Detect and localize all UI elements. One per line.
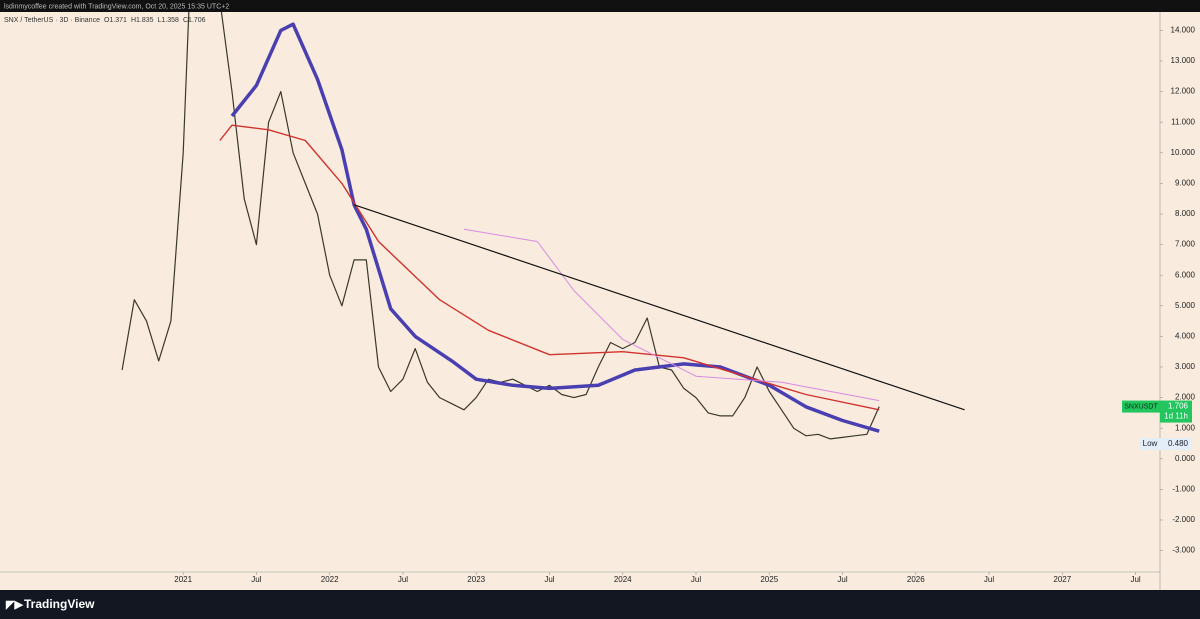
y-tick-label: 0.000 bbox=[1175, 454, 1196, 463]
credit: lsdinmycoffee created with TradingView.c… bbox=[4, 3, 229, 10]
y-tick-label: 13.000 bbox=[1171, 56, 1196, 65]
symbol-badge bbox=[1122, 400, 1160, 413]
x-tick-label: Jul bbox=[251, 575, 261, 584]
low-label: Low bbox=[1143, 439, 1158, 448]
x-tick-label: Jul bbox=[691, 575, 701, 584]
low-badge bbox=[1140, 438, 1160, 451]
x-tick-label: 2024 bbox=[614, 575, 632, 584]
footer bbox=[0, 590, 1200, 619]
y-tick-label: 11.000 bbox=[1171, 117, 1195, 126]
y-tick-label: 12.000 bbox=[1171, 87, 1196, 96]
y-tick-label: 10.000 bbox=[1171, 148, 1196, 157]
ohlc-value: L1.358 bbox=[158, 17, 180, 24]
y-tick-label: 8.000 bbox=[1175, 209, 1196, 218]
x-tick-label: 2027 bbox=[1053, 575, 1071, 584]
price-badge bbox=[1160, 400, 1192, 423]
x-tick-label: 2023 bbox=[467, 575, 485, 584]
top-bar bbox=[0, 0, 1200, 12]
x-tick-label: 2026 bbox=[907, 575, 925, 584]
low-value-badge bbox=[1160, 438, 1192, 451]
symbol-legend: SNX / TetherUS · 3D · Binance O1.371 H1.83… bbox=[4, 17, 206, 24]
series-line bbox=[219, 124, 880, 411]
y-tick-label: 6.000 bbox=[1175, 270, 1196, 279]
brand: TradingView bbox=[24, 597, 95, 611]
series-line bbox=[230, 22, 880, 433]
plot-area bbox=[121, 12, 965, 440]
x-tick-label: 2025 bbox=[760, 575, 778, 584]
price-badge-countdown: 1d 11h bbox=[1164, 412, 1188, 421]
x-tick-label: Jul bbox=[544, 575, 554, 584]
x-tick-label: 2021 bbox=[174, 575, 192, 584]
x-tick-label: Jul bbox=[398, 575, 408, 584]
y-tick-label: 7.000 bbox=[1175, 240, 1196, 249]
y-tick-label: 3.000 bbox=[1175, 362, 1196, 371]
time-axis bbox=[0, 572, 1200, 590]
x-tick-label: Jul bbox=[837, 575, 847, 584]
price-badge-value: 1.706 bbox=[1168, 402, 1189, 411]
series-line bbox=[353, 204, 965, 411]
y-tick-label: 1.000 bbox=[1175, 423, 1196, 432]
x-tick-label: Jul bbox=[984, 575, 994, 584]
ohlc-value: H1.835 bbox=[131, 17, 154, 24]
y-tick-label: 4.000 bbox=[1175, 331, 1196, 340]
ohlc-value: C1.706 bbox=[183, 17, 206, 24]
symbol-badge-label: SNXUSDT bbox=[1124, 403, 1158, 410]
y-tick-label: 14.000 bbox=[1171, 25, 1196, 34]
ohlc-value: O1.371 bbox=[104, 17, 127, 24]
x-tick-label: Jul bbox=[1130, 575, 1140, 584]
y-tick-label: 2.000 bbox=[1175, 393, 1196, 402]
low-value: 0.480 bbox=[1168, 439, 1189, 448]
y-tick-label: 9.000 bbox=[1175, 178, 1196, 187]
y-tick-label: -1.000 bbox=[1172, 484, 1195, 493]
series-line bbox=[121, 12, 880, 440]
y-tick-label: -3.000 bbox=[1172, 546, 1195, 555]
x-tick-label: 2022 bbox=[321, 575, 339, 584]
symbol: SNX / TetherUS · 3D · Binance bbox=[4, 17, 100, 24]
y-tick-label: -2.000 bbox=[1172, 515, 1195, 524]
brand-logo: ◤▶ bbox=[5, 599, 23, 611]
series-line bbox=[463, 228, 880, 402]
y-tick-label: 5.000 bbox=[1175, 301, 1196, 310]
